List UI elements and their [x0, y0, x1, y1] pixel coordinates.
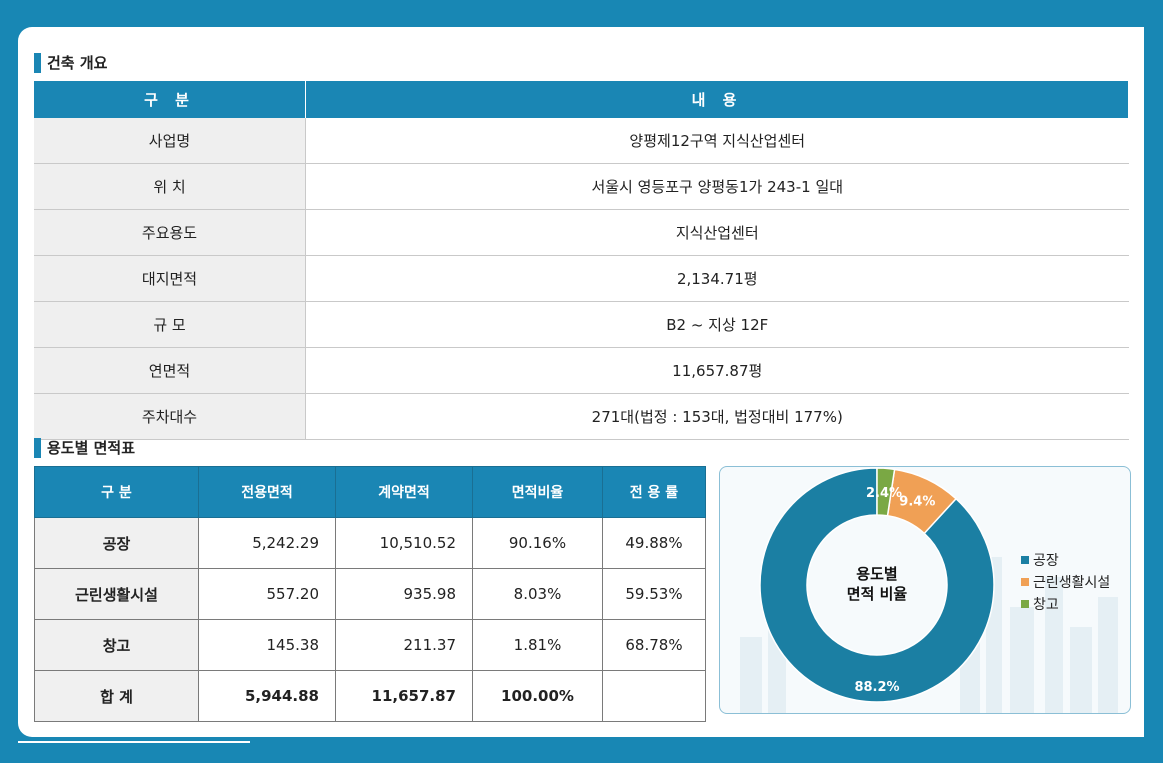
donut-slice-0 [759, 467, 995, 703]
overview-title-text: 건축 개요 [47, 54, 108, 72]
area-cell: 10,510.52 [335, 517, 473, 569]
overview-header-content: 내 용 [305, 81, 1129, 118]
overview-table: 구 분 내 용 사업명 양평제12구역 지식산업센터 위 치 서울시 영등포구 … [34, 81, 1129, 440]
donut-center-title-line2: 면적 비율 [847, 585, 908, 603]
area-cell: 5,242.29 [198, 517, 336, 569]
area-table: 구 분 전용면적 계약면적 면적비율 전 용 률 공장 5,242.29 10,… [34, 466, 706, 722]
area-row-label: 근린생활시설 [34, 568, 199, 620]
legend-item: 공장 [1021, 549, 1110, 571]
total-row: 합 계 5,944.88 11,657.87 100.00% [34, 670, 706, 722]
total-cell: 100.00% [472, 670, 603, 722]
overview-value: 271대(법정 : 153대, 법정대비 177%) [305, 393, 1129, 440]
skyline-background [740, 557, 1118, 713]
area-title-text: 용도별 면적표 [47, 439, 136, 457]
table-row: 창고 145.38 211.37 1.81% 68.78% [34, 619, 706, 671]
area-section-title: 용도별 면적표 [34, 437, 135, 458]
overview-label: 연면적 [34, 347, 306, 394]
overview-row: 사업명 양평제12구역 지식산업센터 [34, 118, 1129, 164]
total-label: 합 계 [34, 670, 199, 722]
total-cell: 5,944.88 [198, 670, 336, 722]
overview-row: 주차대수 271대(법정 : 153대, 법정대비 177%) [34, 393, 1129, 440]
overview-label: 위 치 [34, 163, 306, 210]
overview-value: B2 ~ 지상 12F [305, 301, 1129, 348]
total-cell [602, 670, 706, 722]
overview-value: 11,657.87평 [305, 347, 1129, 394]
overview-label: 주요용도 [34, 209, 306, 256]
overview-section-title: 건축 개요 [34, 52, 107, 73]
overview-value: 양평제12구역 지식산업센터 [305, 118, 1129, 164]
legend-label: 근린생활시설 [1033, 575, 1111, 591]
overview-row: 위 치 서울시 영등포구 양평동1가 243-1 일대 [34, 163, 1129, 210]
overview-row: 규 모 B2 ~ 지상 12F [34, 301, 1129, 348]
overview-label: 사업명 [34, 118, 306, 164]
overview-label: 대지면적 [34, 255, 306, 302]
area-row-label: 공장 [34, 517, 199, 569]
area-header-row: 구 분 전용면적 계약면적 면적비율 전 용 률 [34, 466, 706, 518]
chart-legend: 공장 근린생활시설 창고 [1021, 549, 1110, 615]
area-row-label: 창고 [34, 619, 199, 671]
overview-value: 2,134.71평 [305, 255, 1129, 302]
area-header-category: 구 분 [34, 466, 199, 518]
overview-label: 규 모 [34, 301, 306, 348]
donut-slice-1 [886, 468, 958, 535]
donut-slice-labels: 88.2% 9.4%2.4% [854, 486, 935, 695]
area-cell: 68.78% [602, 619, 706, 671]
total-cell: 11,657.87 [335, 670, 473, 722]
area-cell: 145.38 [198, 619, 336, 671]
overview-header-category: 구 분 [34, 81, 306, 118]
donut-data-label-2: 2.4% [866, 486, 902, 501]
area-header-exclusive: 전용면적 [198, 466, 336, 518]
table-row: 근린생활시설 557.20 935.98 8.03% 59.53% [34, 568, 706, 620]
area-cell: 90.16% [472, 517, 603, 569]
donut-center-title-line1: 용도별 [856, 565, 897, 583]
overview-header-row: 구 분 내 용 [34, 81, 1129, 118]
donut-slices [759, 467, 995, 703]
area-cell: 557.20 [198, 568, 336, 620]
legend-swatch [1021, 578, 1029, 586]
section-marker [34, 437, 41, 458]
area-cell: 59.53% [602, 568, 706, 620]
area-header-ratio: 면적비율 [472, 466, 603, 518]
area-cell: 211.37 [335, 619, 473, 671]
section-marker [34, 52, 41, 73]
legend-item: 창고 [1021, 593, 1110, 615]
legend-label: 공장 [1033, 553, 1059, 569]
overview-label: 주차대수 [34, 393, 306, 440]
overview-row: 주요용도 지식산업센터 [34, 209, 1129, 256]
donut-chart: 88.2% 9.4%2.4% 용도별 면적 비율 [740, 467, 1118, 713]
overview-value: 서울시 영등포구 양평동1가 243-1 일대 [305, 163, 1129, 210]
area-cell: 935.98 [335, 568, 473, 620]
legend-swatch [1021, 556, 1029, 564]
legend-label: 창고 [1033, 597, 1059, 613]
donut-data-label-1: 9.4% [899, 495, 935, 510]
area-header-exclusive-rate: 전 용 률 [602, 466, 706, 518]
legend-item: 근린생활시설 [1021, 571, 1110, 593]
legend-swatch [1021, 600, 1029, 608]
donut-slice-2 [876, 467, 896, 517]
area-cell: 8.03% [472, 568, 603, 620]
table-row: 공장 5,242.29 10,510.52 90.16% 49.88% [34, 517, 706, 569]
area-header-contract: 계약면적 [335, 466, 473, 518]
chart-panel: 88.2% 9.4% 2.4% 용도별 면적 비율 공장 근린생활시설 창고 [719, 466, 1131, 714]
bottom-strip [18, 737, 250, 743]
area-cell: 49.88% [602, 517, 706, 569]
overview-row: 대지면적 2,134.71평 [34, 255, 1129, 302]
overview-row: 연면적 11,657.87평 [34, 347, 1129, 394]
donut-data-label-0: 88.2% [854, 680, 899, 695]
overview-value: 지식산업센터 [305, 209, 1129, 256]
area-cell: 1.81% [472, 619, 603, 671]
